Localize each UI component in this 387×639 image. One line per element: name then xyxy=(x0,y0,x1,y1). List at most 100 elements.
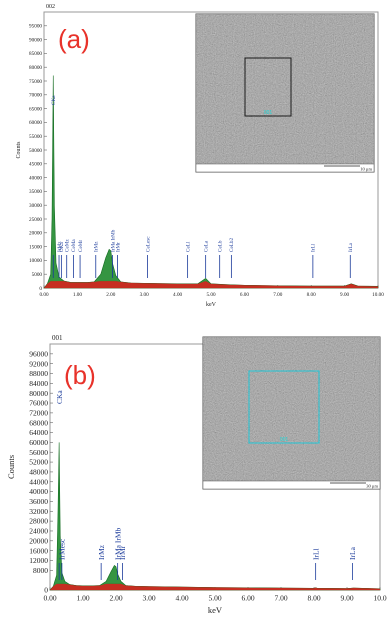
c1-x-tick-label: 8.00 xyxy=(307,594,320,603)
c0-peak-label: CeMa xyxy=(71,239,77,252)
c1-roi-label: 001 xyxy=(280,437,289,443)
c1-y-tick-label: 88000 xyxy=(29,369,48,378)
c0-peak-label: CeLb2 xyxy=(229,237,235,252)
c1-scale-label: 30 µm xyxy=(366,484,378,489)
c1-y-tick-label: 68000 xyxy=(29,418,48,427)
c0-x-tick-label: 9.00 xyxy=(340,292,349,298)
c1-x-tick-label: 1.00 xyxy=(76,594,89,603)
c0-y-tick-label: 5000 xyxy=(32,272,43,278)
c1-y-tick-label: 12000 xyxy=(29,556,48,565)
c1-roi-box xyxy=(248,370,320,444)
c0-y-tick-label: 80000 xyxy=(29,65,42,71)
c0-x-tick-label: 4.00 xyxy=(173,292,182,298)
c1-sem-info-bar xyxy=(202,480,381,490)
c0-peak-label: IrMz xyxy=(94,241,100,252)
c0-peak-label: CeLb xyxy=(218,240,224,252)
c0-y-tick-label: 65000 xyxy=(29,106,42,112)
c1-y-tick-label: 96000 xyxy=(29,349,48,358)
c0-x-tick-label: 3.00 xyxy=(140,292,149,298)
c0-y-tick-label: 10000 xyxy=(29,258,42,264)
c0-y-tick-label: 90000 xyxy=(29,37,42,43)
c0-y-tick-label: 20000 xyxy=(29,231,42,237)
c0-spectrum-baseline-overlay xyxy=(44,281,378,288)
c0-peak-label: OKa xyxy=(59,242,65,252)
c1-y-tick-label: 0 xyxy=(44,586,48,595)
c0-y-tick-label: 0 xyxy=(39,286,42,292)
c0-y-tick-label: 40000 xyxy=(29,175,42,181)
c1-y-tick-label: 20000 xyxy=(29,536,48,545)
c1-x-tick-label: 5.00 xyxy=(208,594,221,603)
panel-b: 001 0 8000 12000 16000 20000 24000 28000 32000 36… xyxy=(0,318,387,639)
c0-peak-label: IrMr xyxy=(115,242,121,252)
c1-x-tick-label: 9.00 xyxy=(340,594,353,603)
c1-y-tick-label: 40000 xyxy=(29,487,48,496)
c0-roi-box xyxy=(244,57,292,117)
c1-x-tick-label: 7.00 xyxy=(274,594,287,603)
c0-spectrum-id: 002 xyxy=(46,4,55,10)
c0-y-tick-label: 15000 xyxy=(29,244,42,250)
c1-y-tick-label: 28000 xyxy=(29,517,48,526)
c1-x-axis-label: keV xyxy=(208,605,223,615)
c0-sem-image-texture xyxy=(196,14,374,172)
c0-y-tick-label: 35000 xyxy=(29,189,42,195)
c0-peak-label: CeLa xyxy=(203,240,209,252)
c1-x-tick-label: 3.00 xyxy=(142,594,155,603)
c1-x-tick-label: 4.00 xyxy=(175,594,188,603)
c0-x-tick-label: 5.00 xyxy=(206,292,215,298)
c1-y-tick-label: 72000 xyxy=(29,409,48,418)
c0-peak-label: IrLa xyxy=(348,242,354,252)
c1-spectrum-baseline-overlay xyxy=(50,583,380,590)
c1-sem-image-texture xyxy=(203,337,380,489)
c0-panel-letter: (a) xyxy=(58,24,90,54)
c1-y-tick-label: 60000 xyxy=(29,438,48,447)
c1-panel-letter: (b) xyxy=(64,360,96,390)
c1-peak-label: CKa xyxy=(55,390,64,404)
eds-spectrum-chart-a: 002 0 5000 10000 15000 20000 25000 30000 35000 40… xyxy=(16,4,384,308)
c0-peak-label: CeLl xyxy=(185,241,191,252)
c0-x-tick-label: 0.00 xyxy=(39,292,48,298)
c0-y-tick-label: 70000 xyxy=(29,93,42,99)
eds-spectrum-chart-b: 001 0 800012000160002000024000280003200036… xyxy=(6,334,387,615)
c0-x-tick-label: 7.00 xyxy=(273,292,282,298)
c1-y-tick-label: 76000 xyxy=(29,399,48,408)
c1-peak-label: IrMr xyxy=(118,545,127,560)
c0-y-tick-label: 75000 xyxy=(29,79,42,85)
c0-peak-label: IrLl xyxy=(311,243,317,252)
c1-peak-label: IrLa xyxy=(348,546,357,560)
c0-peak-label: CeMr xyxy=(78,240,84,252)
c0-x-tick-label: 2.00 xyxy=(106,292,115,298)
c1-peak-label: IrMa IrMb xyxy=(113,527,122,560)
c0-x-tick-label: 1.00 xyxy=(73,292,82,298)
c1-y-tick-label: 32000 xyxy=(29,507,48,516)
c0-y-tick-label: 55000 xyxy=(29,134,42,140)
c0-y-tick-label: 95000 xyxy=(29,24,42,30)
c0-y-axis-label: Counts xyxy=(16,141,22,159)
c1-x-tick-label: 0.00 xyxy=(43,594,56,603)
c1-y-tick-label: 8000 xyxy=(33,566,48,575)
c1-x-tick-label: 6.00 xyxy=(241,594,254,603)
c1-y-tick-label: 16000 xyxy=(29,546,48,555)
c1-peak-label: IrLl xyxy=(311,548,320,560)
c1-y-tick-label: 52000 xyxy=(29,458,48,467)
c0-x-axis-label: keV xyxy=(206,302,217,308)
c1-y-tick-label: 44000 xyxy=(29,477,48,486)
c1-peak-label: IrMesc xyxy=(58,538,67,560)
c1-y-tick-label: 24000 xyxy=(29,527,48,536)
c1-y-tick-label: 92000 xyxy=(29,359,48,368)
c1-x-tick-label: 2.00 xyxy=(109,594,122,603)
c0-x-tick-label: 8.00 xyxy=(307,292,316,298)
c1-y-tick-label: 80000 xyxy=(29,389,48,398)
c0-y-tick-label: 30000 xyxy=(29,203,42,209)
c0-scale-label: 10 µm xyxy=(360,167,372,172)
c0-roi-label: 001 xyxy=(264,110,273,116)
panel-a: 002 0 5000 10000 15000 20000 25000 30000 35000 40… xyxy=(0,0,387,318)
c0-y-tick-label: 85000 xyxy=(29,51,42,57)
c0-peak-label: IrMz xyxy=(57,241,63,252)
c0-peak-label: CeMz xyxy=(65,239,71,252)
c1-y-tick-label: 36000 xyxy=(29,497,48,506)
c1-spectrum-id: 001 xyxy=(52,334,63,342)
c1-y-tick-label: 64000 xyxy=(29,428,48,437)
c0-y-tick-label: 60000 xyxy=(29,120,42,126)
c0-x-tick-label: 10.00 xyxy=(372,292,384,298)
c0-x-tick-label: 6.00 xyxy=(240,292,249,298)
